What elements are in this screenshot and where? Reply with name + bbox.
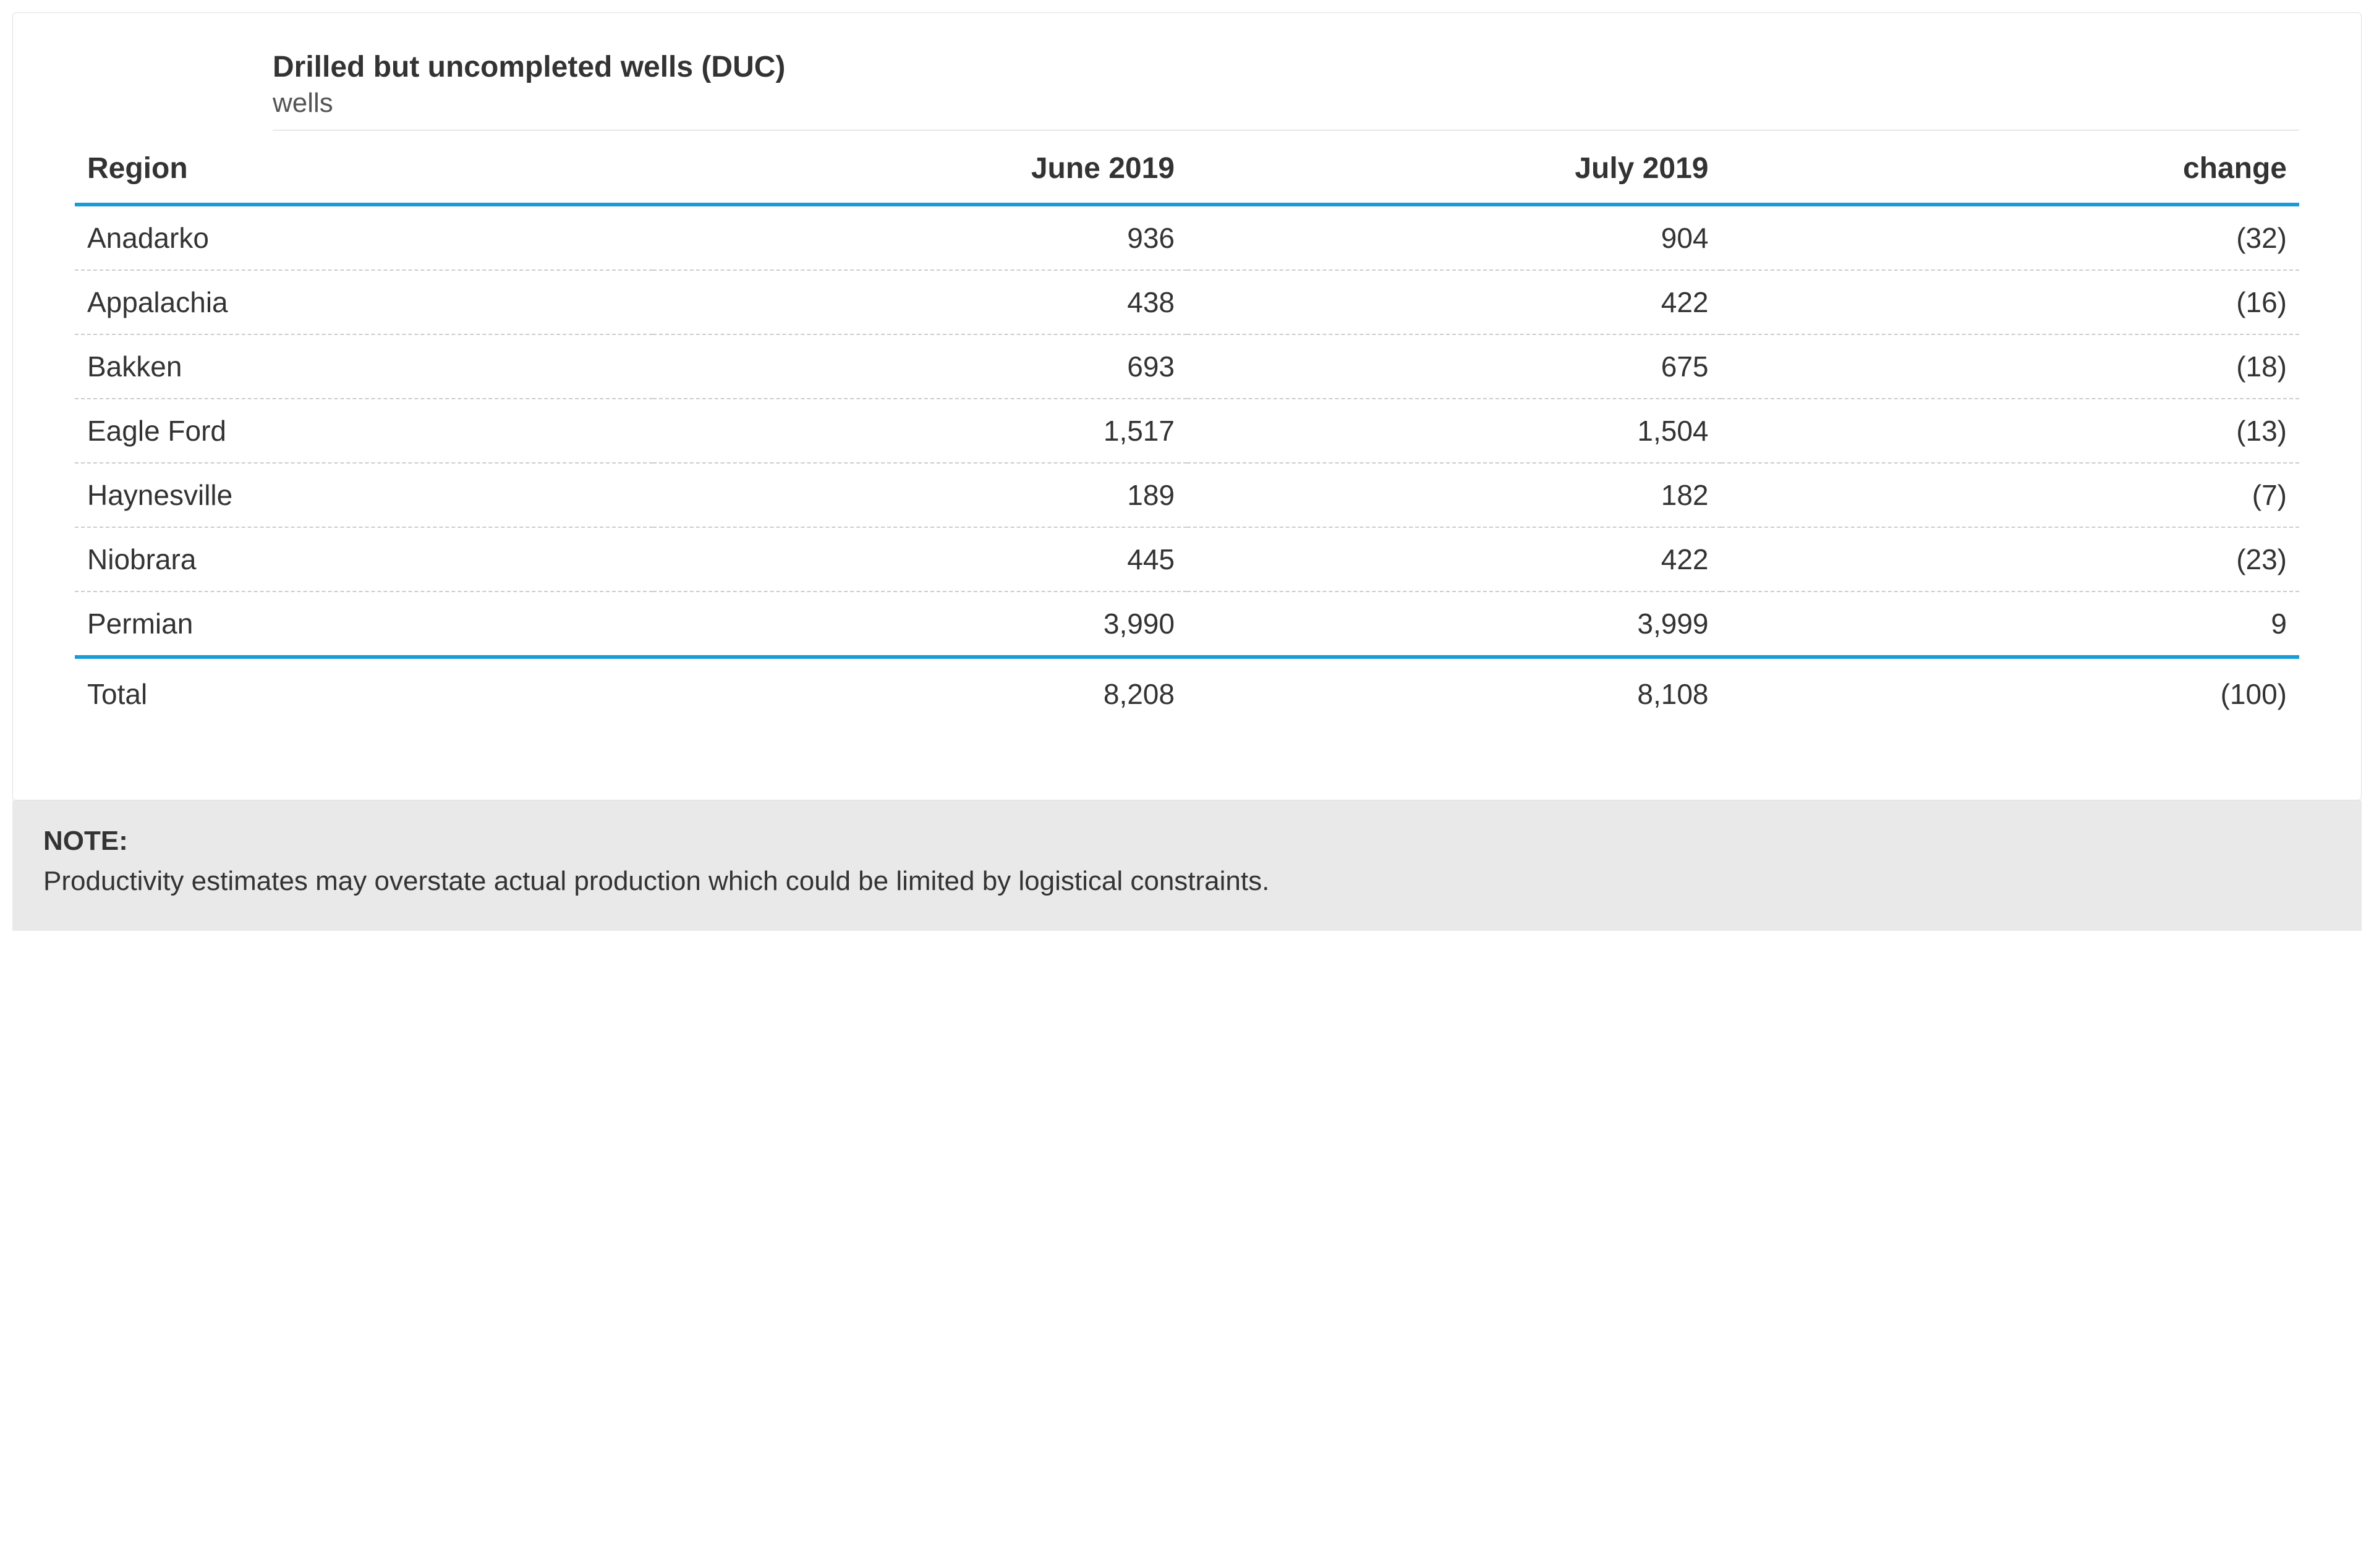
note-label: NOTE: [43,823,2331,859]
col-header-region: Region [75,130,653,205]
cell-change: 9 [1721,591,2300,657]
cell-july: 422 [1187,270,1721,334]
cell-july: 422 [1187,527,1721,591]
cell-region: Appalachia [75,270,653,334]
cell-region: Haynesville [75,463,653,527]
table-row: Haynesville 189 182 (7) [75,463,2299,527]
cell-july: 1,504 [1187,399,1721,463]
table-row: Bakken 693 675 (18) [75,334,2299,399]
col-header-june: June 2019 [653,130,1187,205]
cell-region: Anadarko [75,205,653,270]
table-row: Appalachia 438 422 (16) [75,270,2299,334]
cell-july: 182 [1187,463,1721,527]
table-header-row: Region June 2019 July 2019 change [75,130,2299,205]
cell-region: Permian [75,591,653,657]
cell-june: 438 [653,270,1187,334]
cell-change: (32) [1721,205,2300,270]
cell-change: (23) [1721,527,2300,591]
cell-june: 693 [653,334,1187,399]
note-text: Productivity estimates may overstate act… [43,866,1269,896]
cell-july: 3,999 [1187,591,1721,657]
cell-region: Niobrara [75,527,653,591]
cell-june: 1,517 [653,399,1187,463]
duc-table: Region June 2019 July 2019 change Anadar… [75,130,2299,726]
cell-june: 3,990 [653,591,1187,657]
table-row: Anadarko 936 904 (32) [75,205,2299,270]
cell-region: Bakken [75,334,653,399]
cell-change: (7) [1721,463,2300,527]
table-row: Eagle Ford 1,517 1,504 (13) [75,399,2299,463]
cell-total-change: (100) [1721,657,2300,726]
note-block: NOTE: Productivity estimates may oversta… [12,800,2362,931]
duc-table-card: Drilled but uncompleted wells (DUC) well… [12,12,2362,800]
table-total-row: Total 8,208 8,108 (100) [75,657,2299,726]
cell-total-label: Total [75,657,653,726]
table-row: Niobrara 445 422 (23) [75,527,2299,591]
cell-change: (16) [1721,270,2300,334]
col-header-change: change [1721,130,2300,205]
cell-total-june: 8,208 [653,657,1187,726]
cell-total-july: 8,108 [1187,657,1721,726]
table-header-block: Drilled but uncompleted wells (DUC) well… [273,50,2299,130]
table-subtitle: wells [273,88,2299,119]
cell-june: 936 [653,205,1187,270]
cell-july: 904 [1187,205,1721,270]
cell-june: 445 [653,527,1187,591]
cell-change: (18) [1721,334,2300,399]
cell-change: (13) [1721,399,2300,463]
col-header-july: July 2019 [1187,130,1721,205]
table-title: Drilled but uncompleted wells (DUC) [273,50,2299,84]
cell-july: 675 [1187,334,1721,399]
table-row: Permian 3,990 3,999 9 [75,591,2299,657]
cell-june: 189 [653,463,1187,527]
cell-region: Eagle Ford [75,399,653,463]
